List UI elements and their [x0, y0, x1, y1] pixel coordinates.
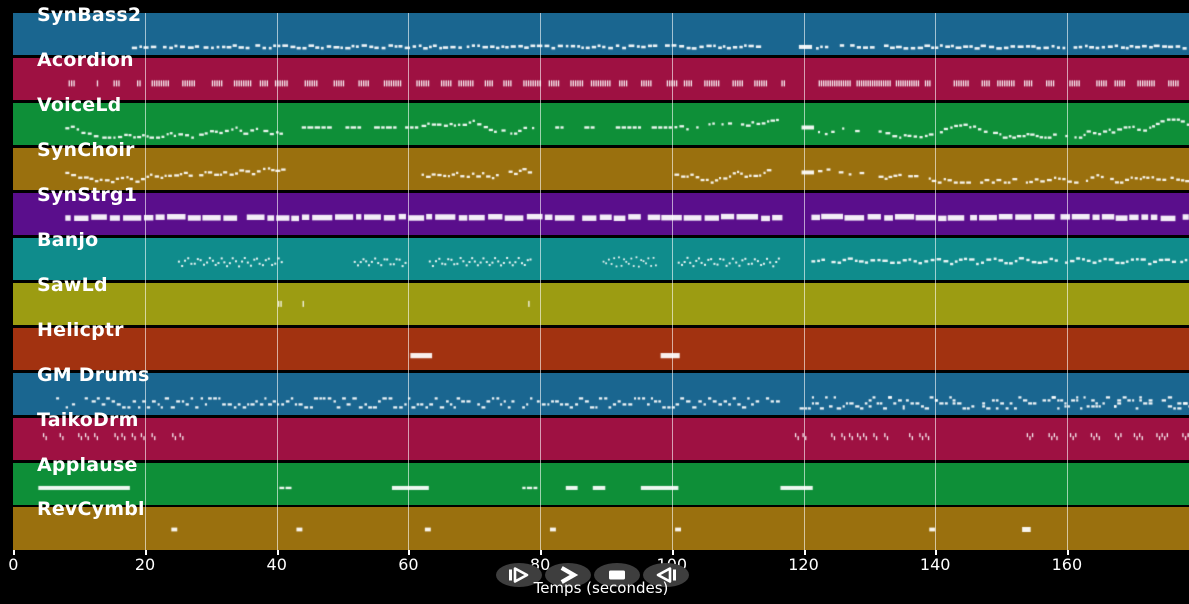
- track-label: GM Drums: [37, 363, 150, 386]
- track-label: TaikoDrm: [37, 408, 139, 431]
- axis-tick-label: 140: [919, 555, 951, 574]
- gridline: [935, 13, 937, 550]
- gridline: [276, 13, 278, 550]
- track-row-banjo: Banjo: [13, 229, 1189, 281]
- track-label: Banjo: [37, 228, 99, 251]
- track-row-synchoir: SynChoir: [13, 139, 1189, 191]
- gridline: [145, 13, 146, 550]
- gridline: [803, 13, 805, 550]
- track-row-gmdrums: GM Drums: [13, 364, 1189, 415]
- gridline: [1066, 13, 1068, 550]
- axis-tick-label: 20: [134, 555, 156, 574]
- track-row-sawld: SawLd: [13, 274, 1189, 326]
- track-label: Acordion: [37, 48, 134, 71]
- track-label: Helicptr: [37, 318, 124, 341]
- axis-tick-label: 160: [1051, 555, 1083, 574]
- gridline: [408, 13, 410, 550]
- track-row-revcymbl: RevCymbl: [13, 498, 1189, 550]
- track-label: SynChoir: [37, 138, 135, 161]
- axis-tick-label: 120: [788, 555, 819, 574]
- gridline: [671, 13, 673, 550]
- track-label: SynBass2: [37, 4, 142, 26]
- track-row-synstrg1: SynStrg1: [13, 184, 1189, 236]
- track-row-applause: Applause: [13, 454, 1189, 505]
- track-row-taikodrm: TaikoDrm: [13, 409, 1189, 460]
- track-row-helicptr: Helicptr: [13, 319, 1189, 371]
- track-label: Applause: [37, 453, 138, 476]
- axis-tick-label: 40: [266, 555, 287, 574]
- axis-title: Temps (secondes): [533, 579, 669, 597]
- axis-tick-label: 0: [8, 555, 19, 574]
- gridline: [540, 13, 542, 550]
- track-label: SawLd: [37, 273, 108, 296]
- track-row-acordion: Acordion: [13, 49, 1189, 101]
- track-row-synbass2: SynBass2: [13, 4, 1189, 56]
- axis-tick-label: 60: [398, 555, 419, 574]
- play-icon: [509, 567, 529, 583]
- track-row-voiceld: VoiceLd: [13, 94, 1189, 146]
- track-label: SynStrg1: [37, 183, 138, 206]
- track-label: RevCymbl: [37, 498, 145, 521]
- track-label: VoiceLd: [37, 93, 122, 116]
